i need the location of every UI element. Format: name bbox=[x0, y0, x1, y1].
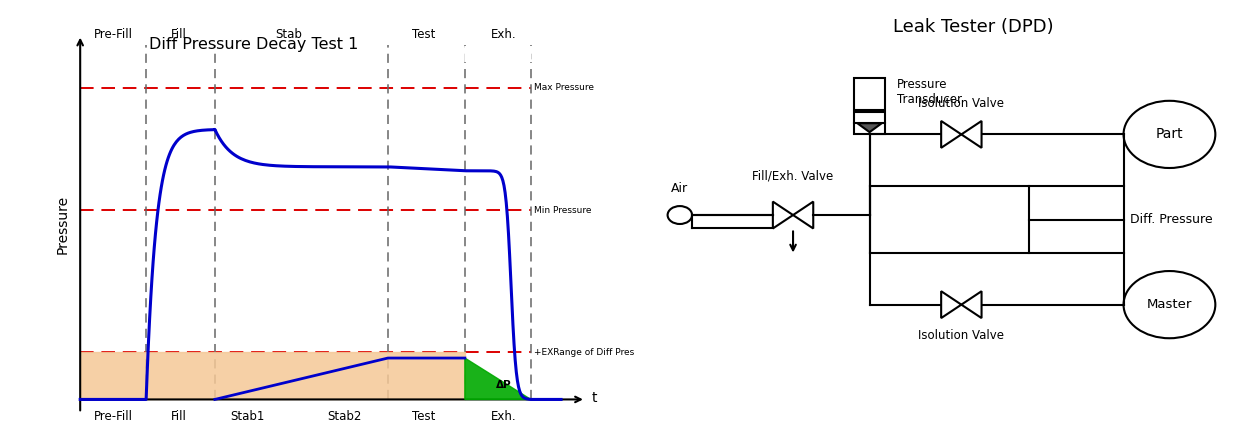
Text: Isolution Valve: Isolution Valve bbox=[918, 97, 1004, 110]
Text: Part: Part bbox=[1155, 127, 1183, 142]
Text: Stab1: Stab1 bbox=[231, 410, 265, 423]
Text: Min Pressure: Min Pressure bbox=[533, 206, 591, 215]
Polygon shape bbox=[465, 358, 531, 400]
Bar bbox=[854, 112, 884, 134]
Polygon shape bbox=[857, 123, 882, 132]
Bar bbox=[854, 78, 884, 110]
Text: ΔP: ΔP bbox=[496, 379, 511, 390]
Text: Pressure
Transducer: Pressure Transducer bbox=[897, 78, 962, 106]
Text: Stab: Stab bbox=[276, 28, 302, 41]
Text: Exh.: Exh. bbox=[491, 410, 516, 423]
Text: Master: Master bbox=[1147, 298, 1192, 311]
Text: Fill: Fill bbox=[171, 410, 187, 423]
Text: Pressure: Pressure bbox=[55, 194, 70, 254]
Text: +EXRange of Diff Pres: +EXRange of Diff Pres bbox=[533, 348, 633, 357]
Text: Diff Pressure Decay Test 1: Diff Pressure Decay Test 1 bbox=[149, 37, 358, 52]
Text: t: t bbox=[591, 391, 597, 405]
Text: Test: Test bbox=[412, 28, 436, 41]
Text: Leak Tester (DPD): Leak Tester (DPD) bbox=[893, 18, 1054, 36]
Text: Air: Air bbox=[671, 182, 688, 195]
Text: Fill: Fill bbox=[171, 28, 187, 41]
Bar bbox=[1029, 186, 1124, 253]
Text: Test: Test bbox=[412, 410, 436, 423]
Text: Max Pressure: Max Pressure bbox=[533, 83, 593, 92]
Polygon shape bbox=[80, 352, 465, 400]
Text: CAD2D3D.com: CAD2D3D.com bbox=[431, 46, 600, 66]
Text: Stab2: Stab2 bbox=[327, 410, 361, 423]
Text: Diff. Pressure: Diff. Pressure bbox=[1129, 213, 1213, 226]
Text: Pre-Fill: Pre-Fill bbox=[94, 28, 132, 41]
Text: Pre-Fill: Pre-Fill bbox=[94, 410, 132, 423]
Text: Isolution Valve: Isolution Valve bbox=[918, 329, 1004, 342]
Text: Exh.: Exh. bbox=[491, 28, 516, 41]
Text: Fill/Exh. Valve: Fill/Exh. Valve bbox=[752, 170, 833, 183]
